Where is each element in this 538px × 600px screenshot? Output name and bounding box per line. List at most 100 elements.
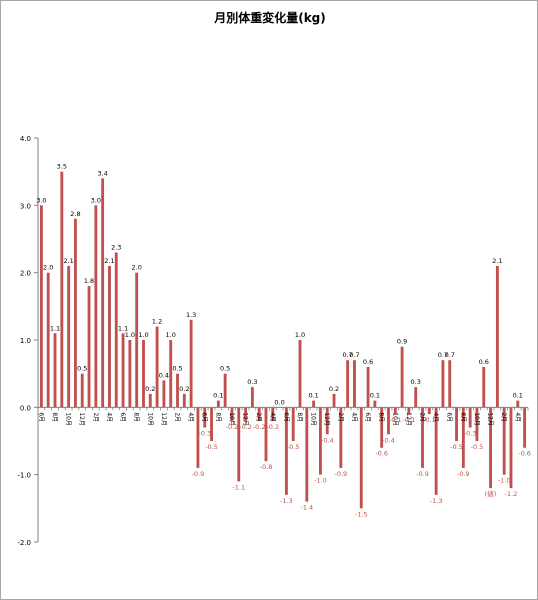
bar — [216, 400, 220, 408]
x-tick-label: 6月 — [446, 412, 453, 422]
bar — [257, 407, 261, 421]
y-tick-label: 0.0 — [20, 404, 31, 412]
x-tick-label: 10月 — [146, 412, 153, 426]
bar — [359, 407, 363, 509]
data-label: 2.1 — [104, 257, 114, 265]
x-tick-label: 4月 — [187, 412, 194, 422]
bar — [271, 407, 275, 421]
bar — [502, 407, 506, 475]
bar — [121, 333, 125, 408]
data-label: 0.1 — [213, 392, 223, 400]
data-label: -0.5 — [287, 443, 300, 451]
data-label: 2.1 — [63, 257, 73, 265]
data-label: 2.0 — [132, 264, 142, 272]
bar — [482, 366, 486, 408]
data-label: 0.5 — [220, 365, 230, 373]
bar — [461, 407, 465, 468]
bar — [189, 319, 193, 408]
data-label: 0.9 — [397, 338, 407, 346]
x-tick-label: 12月 — [405, 412, 412, 426]
data-label: 1.2 — [152, 318, 162, 326]
data-label: 1.3 — [186, 311, 196, 319]
bar — [441, 360, 445, 408]
bar — [203, 407, 207, 428]
data-label: 0.2 — [145, 385, 155, 393]
bar — [196, 407, 200, 468]
data-label: -0.9 — [335, 470, 348, 478]
data-label: -0.5 — [471, 443, 484, 451]
bar — [312, 400, 316, 408]
bar — [319, 407, 322, 475]
bar — [509, 407, 513, 489]
data-label: -0.1 — [403, 416, 416, 424]
bar — [142, 340, 145, 408]
data-label: -1.3 — [280, 497, 293, 505]
data-label: -1.5 — [355, 510, 368, 518]
data-label: -0.5 — [205, 443, 218, 451]
bar — [148, 393, 152, 408]
data-label: 1.0 — [295, 331, 305, 339]
data-label: -0.8 — [260, 463, 273, 471]
bar — [114, 252, 118, 408]
x-tick-label: 6月 — [364, 412, 371, 422]
bar — [223, 373, 227, 408]
bar — [80, 373, 84, 408]
bar — [448, 360, 452, 408]
x-tick-label: 8月 — [296, 412, 303, 422]
data-label: 1.8 — [84, 277, 94, 285]
x-tick-label: 10月 — [473, 412, 480, 426]
x-tick-label: 8月 — [51, 412, 58, 422]
x-tick-label: 12月 — [487, 412, 494, 426]
data-label: 0.2 — [179, 385, 189, 393]
y-tick-label: -1.0 — [17, 472, 31, 480]
x-tick-label: 8月 — [133, 412, 140, 422]
data-label: 1.0 — [166, 331, 176, 339]
data-label: 1.1 — [50, 324, 60, 332]
data-label: -0.3 — [464, 430, 477, 438]
data-label: -0.1 — [423, 416, 436, 424]
y-tick-label: 2.0 — [20, 270, 31, 278]
bar — [387, 407, 390, 435]
data-label: 0.6 — [479, 358, 489, 366]
x-tick-label: 12月 — [160, 412, 167, 426]
x-tick-label: 10月 — [65, 412, 72, 426]
bar — [87, 286, 91, 408]
data-label: 2.1 — [492, 257, 502, 265]
bar — [284, 407, 288, 495]
x-tick-label: 12月 — [78, 412, 85, 426]
bar — [339, 407, 343, 468]
x-tick-label: 2月 — [92, 412, 99, 422]
bar — [94, 205, 98, 408]
data-label: 0.7 — [445, 351, 455, 359]
data-label: -1.1 — [232, 483, 245, 491]
data-label: -1.4 — [300, 504, 313, 512]
bar — [407, 407, 411, 415]
data-label: 0.1 — [513, 392, 523, 400]
y-tick-label: -2.0 — [17, 539, 31, 547]
bar — [162, 380, 166, 408]
bar — [169, 340, 173, 408]
data-label: -0.2 — [239, 423, 252, 431]
bar — [475, 407, 479, 441]
data-label: -0.2 — [266, 423, 279, 431]
x-tick-label: 6月 — [37, 412, 44, 422]
data-label: 3.4 — [97, 169, 107, 177]
x-tick-label: 6月 — [201, 412, 208, 422]
bar — [468, 407, 472, 428]
data-label: -0.4 — [382, 436, 395, 444]
x-tick-label: 2月 — [419, 412, 426, 422]
bar — [135, 272, 139, 408]
data-label: -0.9 — [192, 470, 205, 478]
bar — [516, 400, 520, 408]
bar — [60, 171, 64, 408]
bar — [182, 393, 186, 408]
chart-title: 月別体重変化量(kg) — [214, 11, 326, 25]
bar — [523, 407, 527, 448]
data-label: 2.8 — [70, 210, 80, 218]
bar — [291, 407, 295, 441]
x-tick-label: 8月 — [214, 412, 221, 422]
data-label: -0.2 — [226, 423, 239, 431]
data-label: 0.0 — [274, 398, 284, 406]
bar — [427, 407, 431, 415]
